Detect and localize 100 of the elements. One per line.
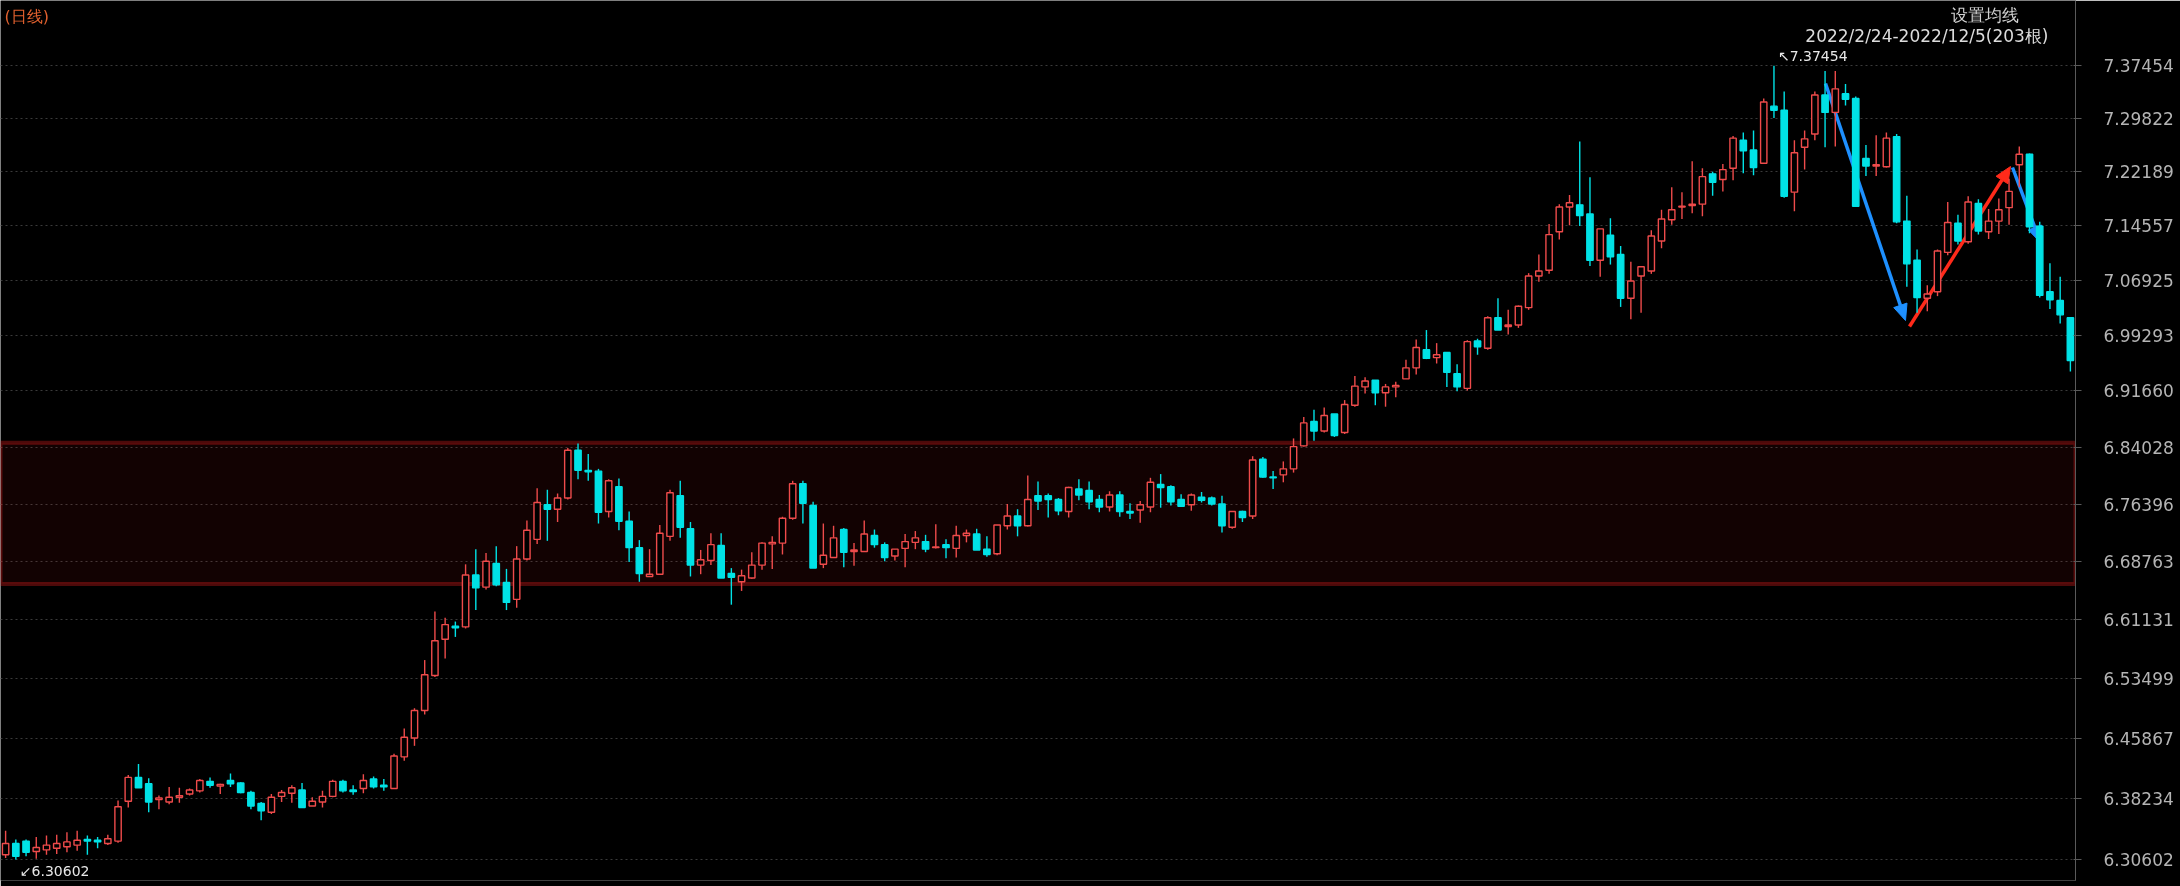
y-tick-label: 6.91660 xyxy=(2103,381,2174,402)
candlestick xyxy=(492,545,501,588)
candlestick xyxy=(257,801,266,821)
candlestick xyxy=(2015,145,2024,188)
candlestick xyxy=(574,442,582,480)
candlestick xyxy=(1422,329,1431,360)
candlestick xyxy=(1994,197,2003,235)
candlestick xyxy=(799,480,807,525)
annotation: ↖7.37454 xyxy=(1777,47,1848,64)
candlestick xyxy=(1320,406,1329,434)
candlestick xyxy=(1289,437,1298,474)
candlestick xyxy=(1126,502,1134,520)
candlestick xyxy=(758,541,766,571)
y-tick-label: 6.30602 xyxy=(2103,850,2174,871)
candlestick xyxy=(1494,297,1502,331)
candlestick xyxy=(983,535,991,558)
candlestick xyxy=(1534,253,1543,283)
annotation: ↙6.30602 xyxy=(19,862,90,879)
y-tick-label: 6.61131 xyxy=(2103,610,2174,631)
candlestick xyxy=(298,782,306,809)
candlestick xyxy=(1688,160,1697,215)
candlestick xyxy=(1064,486,1073,519)
candlestick xyxy=(1708,171,1717,197)
candlestick xyxy=(287,784,296,804)
candlestick xyxy=(52,833,61,855)
candlestick xyxy=(543,489,552,542)
candlestick xyxy=(1136,500,1145,524)
candlestick xyxy=(11,838,20,861)
candlestick xyxy=(707,532,715,566)
candlestick xyxy=(471,548,480,611)
candlestick xyxy=(1034,480,1042,511)
candlestick xyxy=(1821,70,1829,148)
candlestick xyxy=(1800,129,1809,171)
candlestick xyxy=(1003,503,1012,531)
candlestick xyxy=(1443,351,1451,388)
candlestick xyxy=(747,551,756,580)
candlestick xyxy=(1667,186,1676,226)
candlestick xyxy=(1565,194,1574,227)
candlestick xyxy=(1504,309,1513,336)
candlestick xyxy=(379,778,388,792)
candlestick xyxy=(155,794,163,810)
candlestick xyxy=(1279,460,1288,483)
candlestick xyxy=(727,567,736,606)
candlestick xyxy=(1330,413,1339,438)
candlestick xyxy=(911,530,920,550)
candlestick xyxy=(1412,338,1421,376)
candlestick xyxy=(124,774,133,809)
candlestick xyxy=(931,523,940,550)
text: (日线) xyxy=(4,7,49,26)
candlestick xyxy=(1514,304,1523,329)
candlestick xyxy=(1371,379,1380,406)
y-tick-label: 6.84028 xyxy=(2103,437,2174,458)
candlestick xyxy=(349,784,358,796)
candlestick xyxy=(1013,508,1022,538)
candlestick xyxy=(32,836,41,860)
candlestick xyxy=(400,727,409,762)
candlestick xyxy=(1085,480,1093,510)
y-tick-label: 6.99293 xyxy=(2103,325,2174,346)
candlestick xyxy=(502,568,511,611)
candlestick xyxy=(2005,178,2013,226)
candlestick xyxy=(696,549,705,575)
candlestick xyxy=(1075,478,1083,501)
candlestick xyxy=(860,519,869,553)
candlestick xyxy=(2056,276,2065,325)
candlestick xyxy=(1269,470,1277,490)
candlestick xyxy=(1862,144,1870,177)
y-tick-label: 7.06925 xyxy=(2103,270,2174,291)
candlestick xyxy=(768,535,777,570)
annotation: 2022/2/24-2022/12/5(203根) xyxy=(1805,25,2049,46)
candlestick xyxy=(1739,131,1748,174)
candlestick xyxy=(441,617,450,660)
candlestick xyxy=(839,527,848,569)
candlestick xyxy=(1657,209,1666,249)
candlestick xyxy=(1156,473,1165,509)
candlestick xyxy=(165,786,174,806)
candlestick xyxy=(819,522,828,569)
candlestick xyxy=(584,453,593,482)
candlestick xyxy=(1923,284,1932,312)
candlestick xyxy=(1575,140,1584,227)
candlestick xyxy=(942,538,950,559)
candlestick xyxy=(73,829,82,852)
candlestick xyxy=(1453,363,1461,392)
candlestick xyxy=(63,831,71,854)
y-tick-label: 6.38234 xyxy=(2103,789,2174,810)
candlestick xyxy=(1381,383,1390,408)
candlestick xyxy=(1299,416,1308,448)
y-tick-label: 7.29822 xyxy=(2103,108,2174,129)
candlestick xyxy=(42,834,51,856)
candlestick xyxy=(1310,408,1318,442)
candlestick xyxy=(1351,375,1359,408)
candlestick xyxy=(1954,214,1962,246)
y-tick-label: 7.14557 xyxy=(2103,216,2174,237)
candlestick xyxy=(553,492,562,523)
candlestick xyxy=(83,834,92,856)
candlestick xyxy=(737,568,746,592)
y-tick-label: 6.53499 xyxy=(2103,669,2174,690)
candlestick xyxy=(1718,163,1727,193)
candlestick xyxy=(1637,266,1645,314)
y-tick-label: 7.22189 xyxy=(2103,162,2174,183)
candlestick xyxy=(1770,65,1778,119)
